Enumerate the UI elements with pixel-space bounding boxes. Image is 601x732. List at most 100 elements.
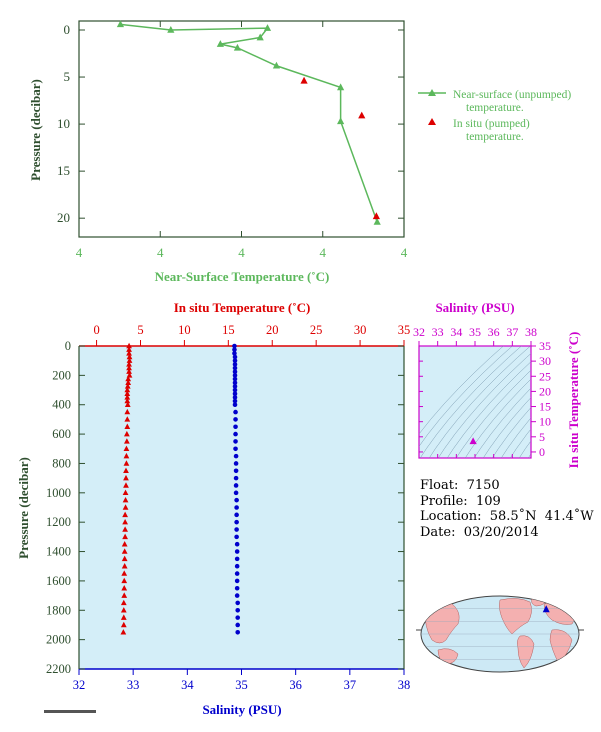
- salinity-profile-point: [235, 600, 241, 606]
- y-tick-label: 0: [64, 22, 71, 37]
- profile-y-axis-label: Pressure (decibar): [16, 457, 31, 559]
- near-surface-x-axis-label: Near-Surface Temperature (˚C): [155, 269, 330, 284]
- salinity-tick-label: 36: [289, 678, 302, 692]
- density-contour: [491, 407, 531, 458]
- temperature-profile-point: [123, 467, 129, 474]
- pressure-tick-label: 1600: [46, 574, 71, 588]
- ts-x-tick-label: 37: [506, 325, 518, 339]
- temperature-tick-label: 20: [266, 323, 279, 337]
- legend: Near-surface (unpumped) temperature. In …: [418, 89, 571, 143]
- temperature-profile-point: [122, 489, 129, 496]
- temperature-axis-title: In situ Temperature (˚C): [174, 300, 311, 315]
- density-contour: [446, 361, 531, 458]
- salinity-tick-label: 35: [235, 678, 248, 692]
- salinity-profile-point: [234, 585, 240, 591]
- pumped-temperature-point: [300, 76, 308, 84]
- salinity-profile-point: [232, 365, 238, 371]
- salinity-profile-point: [233, 475, 239, 481]
- salinity-profile-point: [232, 362, 238, 367]
- salinity-profile-point: [232, 373, 238, 378]
- salinity-tick-label: 32: [73, 678, 86, 692]
- salinity-profile-point: [235, 607, 241, 613]
- temperature-profile-point: [124, 423, 131, 429]
- ts-point: [469, 437, 477, 445]
- salinity-profile-point: [234, 497, 239, 503]
- salinity-profile-point: [232, 391, 238, 397]
- temperature-profile-point: [123, 452, 130, 459]
- temperature-profile-point: [126, 346, 132, 352]
- temperature-profile-point: [121, 577, 128, 584]
- ts-x-axis-title: Salinity (PSU): [435, 300, 514, 315]
- ts-x-tick-label: 38: [525, 325, 537, 339]
- salinity-profile-point: [232, 376, 238, 382]
- temperature-profile-point: [122, 504, 129, 510]
- salinity-profile-point: [234, 593, 240, 598]
- salinity-profile-point: [234, 549, 240, 554]
- temperature-profile-point: [123, 445, 130, 452]
- temperature-tick-label: 0: [93, 323, 99, 337]
- salinity-profile-point: [233, 431, 238, 437]
- near-surface-y-axis-label: Pressure (decibar): [28, 79, 43, 181]
- temperature-profile-point: [123, 438, 130, 444]
- salinity-profile-point: [233, 468, 239, 474]
- unpumped-temperature-point: [116, 20, 125, 28]
- density-contour: [527, 453, 531, 458]
- temperature-profile-point: [121, 563, 128, 569]
- salinity-profile-point: [235, 615, 241, 620]
- temperature-tick-label: 15: [222, 323, 235, 337]
- salinity-profile-point: [232, 395, 238, 400]
- temperature-tick-label: 10: [178, 323, 191, 337]
- y-tick-label: 5: [64, 69, 71, 84]
- density-contour: [419, 346, 522, 458]
- salinity-profile-point: [233, 461, 239, 466]
- temperature-profile-point: [124, 394, 131, 400]
- pumped-temperature-point: [358, 111, 366, 119]
- salinity-profile-point: [232, 402, 238, 408]
- location: Location: 58.5˚N 41.4˚W: [420, 509, 594, 524]
- profile-number: Profile: 109: [420, 493, 501, 509]
- pressure-tick-label: 2200: [46, 662, 71, 676]
- temperature-tick-label: 25: [310, 323, 323, 337]
- unpumped-temperature-point: [272, 61, 281, 69]
- legend-red-triangle: [428, 118, 436, 125]
- x-tick-label: 4: [238, 245, 245, 260]
- temperature-tick-label: 30: [354, 323, 367, 337]
- x-tick-label: 4: [76, 245, 83, 260]
- salinity-profile-point: [232, 369, 238, 374]
- y-tick-label: 10: [57, 116, 70, 131]
- salinity-profile-point: [232, 358, 238, 363]
- temperature-profile-point: [124, 386, 131, 393]
- unpumped-temperature-point: [233, 43, 242, 51]
- temperature-profile-point: [121, 592, 128, 598]
- unpumped-temperature-line: [120, 23, 378, 223]
- pressure-tick-label: 1800: [46, 603, 71, 617]
- salinity-profile-point: [233, 424, 238, 430]
- pressure-tick-label: 1000: [46, 486, 71, 500]
- temperature-profile-point: [123, 482, 129, 488]
- salinity-profile-point: [232, 343, 237, 349]
- ts-x-tick-label: 32: [413, 325, 425, 339]
- pressure-tick-label: 200: [52, 368, 71, 382]
- y-tick-label: 20: [57, 210, 70, 225]
- temperature-profile-point: [120, 621, 127, 628]
- salinity-profile-point: [233, 490, 239, 496]
- salinity-profile-point: [234, 519, 239, 525]
- y-tick-label: 15: [57, 163, 70, 178]
- salinity-profile-point: [232, 354, 238, 360]
- unpumped-temperature-point: [256, 33, 264, 41]
- density-contour: [419, 346, 513, 447]
- map-land-south-america: [517, 635, 535, 669]
- temperature-profile-point: [124, 408, 131, 415]
- temperature-profile-point: [123, 474, 129, 481]
- temperature-profile-point: [124, 397, 131, 404]
- pressure-tick-label: 1400: [46, 545, 71, 559]
- date: Date: 03/20/2014: [420, 524, 539, 540]
- salinity-profile-point: [234, 505, 239, 510]
- density-contour: [419, 346, 504, 435]
- ts-x-tick-label: 34: [450, 325, 462, 339]
- temperature-profile-point: [126, 368, 132, 374]
- ts-x-tick-label: 35: [469, 325, 481, 339]
- pressure-tick-label: 1200: [46, 515, 71, 529]
